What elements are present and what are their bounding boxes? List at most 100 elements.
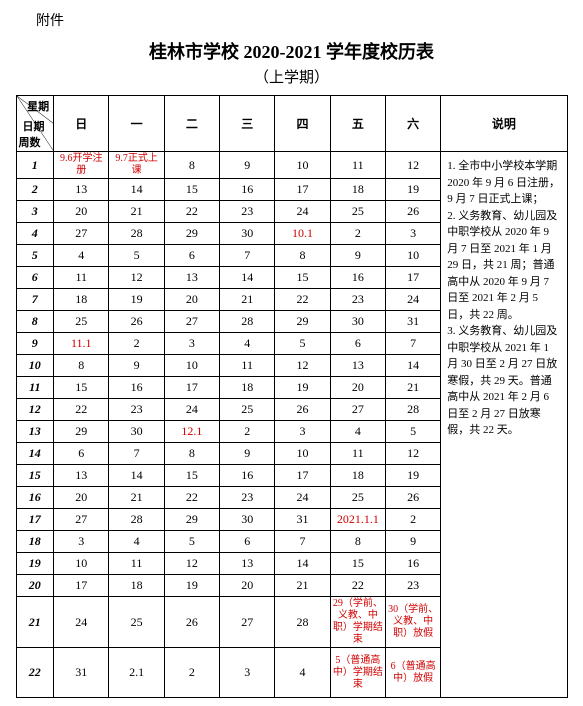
calendar-cell: 9.7正式上课 <box>109 152 164 179</box>
corner-header: 星期 日期 周数 <box>16 96 54 152</box>
calendar-cell: 31 <box>54 648 109 698</box>
day-header-thu: 四 <box>275 96 330 152</box>
calendar-cell: 28 <box>275 597 330 648</box>
calendar-cell: 30 <box>330 311 385 333</box>
calendar-cell: 12.1 <box>164 421 219 443</box>
calendar-cell: 4 <box>109 531 164 553</box>
calendar-cell: 23 <box>330 289 385 311</box>
calendar-cell: 27 <box>54 509 109 531</box>
calendar-cell: 25 <box>330 487 385 509</box>
calendar-cell: 15 <box>164 465 219 487</box>
calendar-cell: 21 <box>275 575 330 597</box>
calendar-cell: 11 <box>220 355 275 377</box>
calendar-cell: 26 <box>275 399 330 421</box>
calendar-cell: 2 <box>164 648 219 698</box>
calendar-cell: 5（普通高中）学期结束 <box>330 648 385 698</box>
calendar-cell: 10 <box>385 245 440 267</box>
calendar-cell: 5 <box>275 333 330 355</box>
calendar-cell: 20 <box>220 575 275 597</box>
calendar-cell: 25 <box>330 201 385 223</box>
calendar-cell: 21 <box>385 377 440 399</box>
week-number: 16 <box>16 487 54 509</box>
calendar-cell: 20 <box>330 377 385 399</box>
calendar-cell: 25 <box>109 597 164 648</box>
calendar-cell: 27 <box>330 399 385 421</box>
calendar-cell: 17 <box>385 267 440 289</box>
calendar-cell: 13 <box>164 267 219 289</box>
calendar-cell: 6 <box>54 443 109 465</box>
calendar-cell: 5 <box>109 245 164 267</box>
calendar-cell: 9 <box>330 245 385 267</box>
week-number: 22 <box>16 648 54 698</box>
calendar-cell: 12 <box>275 355 330 377</box>
notes-cell: 1. 全市中小学校本学期 2020 年 9 月 6 日注册，9 月 7 日正式上… <box>441 152 567 698</box>
week-number: 12 <box>16 399 54 421</box>
calendar-cell: 16 <box>220 179 275 201</box>
calendar-cell: 10 <box>54 553 109 575</box>
calendar-cell: 30（学前、义教、中职）放假 <box>385 597 440 648</box>
calendar-cell: 6（普通高中）放假 <box>385 648 440 698</box>
calendar-cell: 10.1 <box>275 223 330 245</box>
calendar-cell: 20 <box>54 201 109 223</box>
calendar-cell: 23 <box>220 201 275 223</box>
week-number: 9 <box>16 333 54 355</box>
day-header-fri: 五 <box>330 96 385 152</box>
calendar-cell: 9 <box>109 355 164 377</box>
calendar-cell: 17 <box>54 575 109 597</box>
week-number: 17 <box>16 509 54 531</box>
calendar-cell: 29 <box>54 421 109 443</box>
calendar-cell: 29 <box>275 311 330 333</box>
calendar-cell: 18 <box>330 179 385 201</box>
diag-mid: 日期 <box>23 118 45 134</box>
calendar-cell: 2 <box>109 333 164 355</box>
calendar-cell: 6 <box>164 245 219 267</box>
calendar-cell: 2.1 <box>109 648 164 698</box>
calendar-cell: 7 <box>220 245 275 267</box>
calendar-cell: 24 <box>275 487 330 509</box>
calendar-cell: 18 <box>54 289 109 311</box>
calendar-cell: 13 <box>330 355 385 377</box>
calendar-cell: 3 <box>385 223 440 245</box>
calendar-cell: 11.1 <box>54 333 109 355</box>
calendar-cell: 22 <box>164 201 219 223</box>
calendar-cell: 25 <box>220 399 275 421</box>
note-header: 说明 <box>441 96 567 152</box>
week-number: 7 <box>16 289 54 311</box>
calendar-cell: 29（学前、义教、中职）学期结束 <box>330 597 385 648</box>
calendar-cell: 20 <box>164 289 219 311</box>
page-title: 桂林市学校 2020-2021 学年度校历表 <box>8 38 575 64</box>
calendar-cell: 8 <box>330 531 385 553</box>
calendar-cell: 2 <box>220 421 275 443</box>
week-number: 13 <box>16 421 54 443</box>
calendar-cell: 23 <box>220 487 275 509</box>
calendar-cell: 3 <box>220 648 275 698</box>
calendar-cell: 26 <box>109 311 164 333</box>
calendar-cell: 22 <box>330 575 385 597</box>
calendar-cell: 18 <box>330 465 385 487</box>
calendar-cell: 24 <box>164 399 219 421</box>
calendar-cell: 16 <box>220 465 275 487</box>
calendar-cell: 28 <box>109 509 164 531</box>
calendar-cell: 2 <box>385 509 440 531</box>
day-header-wed: 三 <box>220 96 275 152</box>
calendar-cell: 7 <box>275 531 330 553</box>
calendar-cell: 9 <box>220 443 275 465</box>
calendar-cell: 4 <box>330 421 385 443</box>
calendar-cell: 4 <box>275 648 330 698</box>
calendar-cell: 6 <box>220 531 275 553</box>
day-header-sat: 六 <box>385 96 440 152</box>
calendar-cell: 27 <box>164 311 219 333</box>
calendar-cell: 19 <box>164 575 219 597</box>
calendar-cell: 8 <box>164 443 219 465</box>
week-number: 10 <box>16 355 54 377</box>
calendar-cell: 8 <box>54 355 109 377</box>
week-number: 1 <box>16 152 54 179</box>
calendar-cell: 18 <box>109 575 164 597</box>
calendar-cell: 19 <box>275 377 330 399</box>
week-number: 20 <box>16 575 54 597</box>
calendar-cell: 28 <box>385 399 440 421</box>
calendar-cell: 17 <box>164 377 219 399</box>
calendar-cell: 18 <box>220 377 275 399</box>
calendar-cell: 2 <box>330 223 385 245</box>
calendar-cell: 19 <box>109 289 164 311</box>
